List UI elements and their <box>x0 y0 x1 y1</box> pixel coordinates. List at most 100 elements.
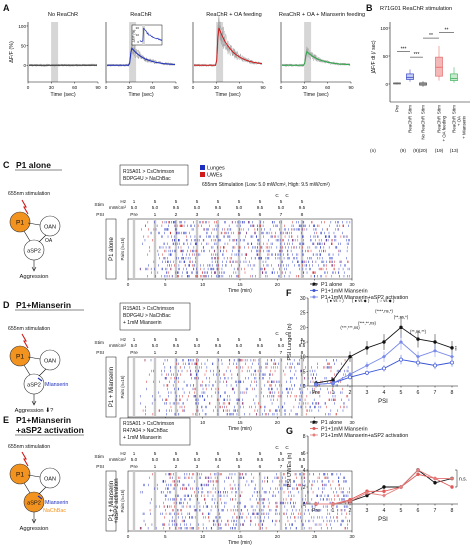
x-tick-label: 7 <box>434 390 437 396</box>
circuit-e: P1 OAN aSP2 Mianserin NaChBac Aggression <box>9 451 68 532</box>
hz-value: 5 <box>217 451 220 456</box>
oan-node <box>39 215 61 237</box>
side-label: P1 + Mianserin <box>109 367 115 407</box>
b-box <box>435 56 443 77</box>
genotype-line: BDPG4U > NaChBac <box>123 176 171 182</box>
stim-bar <box>195 471 199 531</box>
c-label: C <box>285 193 289 198</box>
data-point <box>382 354 386 359</box>
data-point <box>365 370 369 375</box>
x-tick-label: 60 <box>237 85 243 90</box>
p1-label: P1 <box>16 354 24 361</box>
data-point <box>399 357 403 362</box>
psi-value: 6 <box>259 212 262 218</box>
raster-x-tick-label: 15 <box>237 420 243 425</box>
light-stim-icon <box>21 333 29 349</box>
protocol-text: 655nm Stimulation (Low: 5.0 mW/cm², High… <box>202 182 330 188</box>
legend-marker <box>312 282 316 286</box>
side-label: +aSP2 activation <box>114 478 120 523</box>
panel-c-title: P1 alone <box>16 160 51 170</box>
raster-x-tick-label: 30 <box>349 282 355 287</box>
x-tick-label: 8 <box>451 508 454 514</box>
hz-label: Hz <box>120 337 126 342</box>
stim-bar <box>300 219 304 279</box>
hz-label: Hz <box>120 451 126 456</box>
b-n-value: (9) <box>400 148 406 154</box>
data-point <box>433 348 437 353</box>
data-point <box>382 366 386 371</box>
stim-label: Stim <box>94 340 104 346</box>
mw-value: 9.5 <box>257 205 264 210</box>
oa-label: OA <box>45 238 53 244</box>
edge-p1-oan <box>27 356 41 360</box>
stim-caption: 655nm stimulation <box>8 191 50 197</box>
genotype-box-c <box>119 164 189 186</box>
trace-title: No ReaChR <box>48 12 78 18</box>
aggression-label: Aggression ⬇? <box>15 407 54 414</box>
data-point <box>382 493 386 498</box>
x-tick-label: 2 <box>349 508 352 514</box>
hz-label: Hz <box>120 199 126 204</box>
data-point <box>348 499 352 504</box>
mw-value: 9.5 <box>257 343 264 348</box>
panel-e-title-2: +aSP2 activation <box>16 425 84 435</box>
mw-value: 9.5 <box>257 457 264 462</box>
mw-value: 5.0 <box>236 457 243 462</box>
mw-value: 9.5 <box>299 343 306 348</box>
edge-p1-oan <box>27 474 41 478</box>
trial-trace <box>28 63 98 67</box>
hz-value: 5 <box>196 199 199 204</box>
oan-label: OAN <box>44 225 56 231</box>
hz-value: 5 <box>301 337 304 342</box>
y-tick-label: 15 <box>300 340 306 346</box>
raster-x-tick-label: 0 <box>127 282 130 287</box>
panel-d-title: P1+Mianserin <box>16 300 71 310</box>
data-point <box>450 476 454 481</box>
edge-p1-asp2 <box>23 482 31 494</box>
inset-y-label: ΔF/F (%) <box>132 30 136 43</box>
nachbac-label: NaChBac <box>43 508 66 514</box>
psi-value: 3 <box>196 350 199 356</box>
stim-bar <box>153 471 157 531</box>
block-mark <box>37 377 43 382</box>
x-tick-label: 0 <box>27 85 30 90</box>
x-tick-label: 6 <box>417 508 420 514</box>
sig-text: (***,***,ns) <box>340 325 360 330</box>
raster-x-tick-label: 10 <box>200 420 206 425</box>
sig-text: (**,ns,*) <box>394 315 409 320</box>
c-label: C <box>275 445 279 450</box>
y-tick-label: 4 <box>303 468 306 474</box>
panel-b: B R71G01 ReaChR stimulation 100 50 0 ∫ΔF/F dt… <box>366 3 470 154</box>
aggression-label: Aggression <box>19 274 48 280</box>
psi-value: 3 <box>196 212 199 218</box>
raster-x-tick-label: 10 <box>200 534 206 539</box>
mw-value: 5.0 <box>278 205 285 210</box>
mw-value: 9.5 <box>299 205 306 210</box>
y-tick-label: 8 <box>303 434 306 440</box>
hz-value: 5 <box>280 337 283 342</box>
mw-value: 5.0 <box>131 343 138 348</box>
mean-trace <box>107 47 176 66</box>
mw-value: 5.0 <box>194 205 201 210</box>
side-label-box <box>105 356 117 418</box>
p1-label: P1 <box>16 472 24 479</box>
c-label: C <box>285 445 289 450</box>
b-cond-label: Stim <box>437 105 442 114</box>
trace-plot-3: ReaChR + OA + Mianserin feeding 0 30 60 90 Ti… <box>279 12 365 98</box>
x-tick-label: 60 <box>150 85 156 90</box>
oan-node <box>39 349 61 371</box>
trial-trace <box>193 21 263 67</box>
hz-value: 5 <box>259 199 262 204</box>
mw-label: mW/cm² <box>109 343 127 348</box>
psi-value: 4 <box>217 212 220 218</box>
edge-oan-asp2 <box>38 486 47 495</box>
inset-box <box>131 24 163 46</box>
oan-label: OAN <box>44 359 56 365</box>
psi-value: 6 <box>259 350 262 356</box>
psi-value: 4 <box>217 464 220 470</box>
x-tick-label: 0 <box>105 85 108 90</box>
hz-value: 5 <box>154 451 157 456</box>
panel-letter-e: E <box>3 415 9 425</box>
